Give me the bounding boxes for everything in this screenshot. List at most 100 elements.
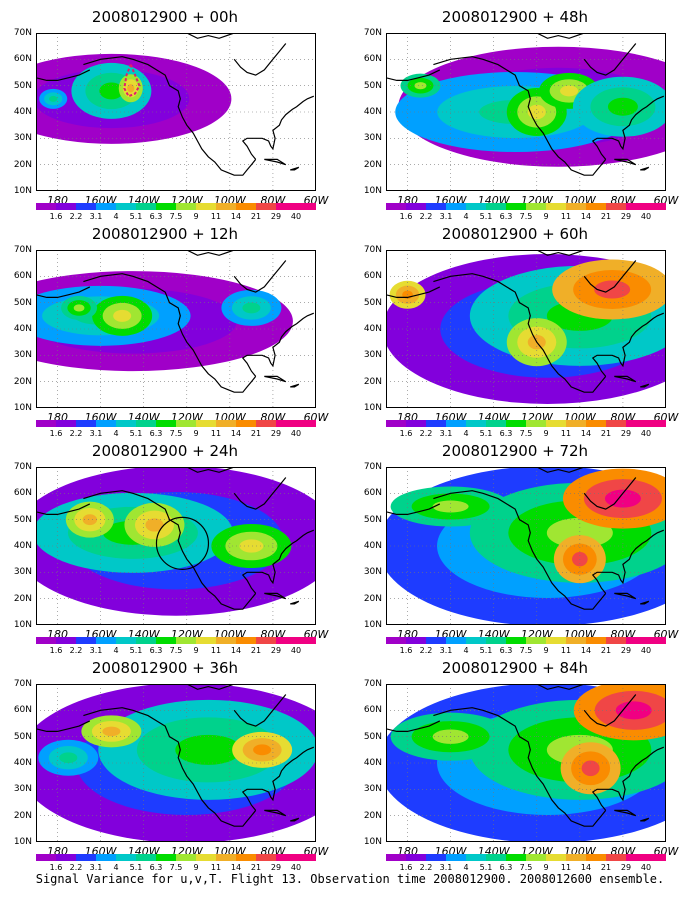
coastline	[536, 467, 585, 473]
variance-contour	[127, 84, 135, 93]
colorbar-label: 11	[210, 863, 222, 872]
lat-label: 20N	[13, 810, 32, 821]
colorbar-label: 7.5	[519, 646, 533, 655]
variance-contour	[102, 726, 121, 737]
lat-label: 40N	[363, 758, 382, 768]
colorbar-label: 4	[113, 212, 119, 221]
lat-label: 30N	[13, 784, 32, 795]
colorbar-label: 14	[580, 646, 592, 655]
colorbar-label: 21	[600, 863, 612, 872]
colorbar-label: 7.5	[169, 646, 183, 655]
colorbar	[386, 420, 666, 427]
coastline	[536, 684, 585, 690]
lat-label: 20N	[363, 593, 382, 604]
coastline	[264, 158, 287, 166]
colorbar-swatch	[526, 854, 546, 861]
coastline	[583, 43, 637, 76]
lat-label: 70N	[363, 245, 382, 255]
lat-label: 20N	[363, 810, 382, 821]
variance-contour	[604, 489, 641, 508]
colorbar-swatch	[526, 203, 546, 210]
lat-label: 20N	[363, 159, 382, 170]
lat-label: 20N	[13, 593, 32, 604]
colorbar-label: 1.6	[399, 646, 413, 655]
colorbar-swatch	[116, 420, 136, 427]
colorbar-label: 1.6	[49, 863, 63, 872]
colorbar-swatch	[646, 637, 666, 644]
colorbar-swatch	[56, 637, 76, 644]
colorbar-swatch	[276, 854, 296, 861]
colorbar-label: 5.1	[129, 646, 143, 655]
colorbar-label: 1.6	[399, 212, 413, 221]
colorbar	[36, 637, 316, 644]
colorbar-swatch	[236, 203, 256, 210]
colorbar-swatch	[296, 203, 316, 210]
colorbar-label: 21	[600, 429, 612, 438]
lat-label: 70N	[363, 462, 382, 472]
lat-label: 60N	[13, 705, 32, 716]
coastline	[433, 490, 607, 610]
lat-label: 10N	[13, 620, 32, 630]
colorbar-label: 11	[560, 863, 572, 872]
coastline	[36, 69, 91, 82]
coastline	[591, 529, 665, 594]
lat-label: 30N	[363, 567, 382, 578]
colorbar-swatch	[386, 854, 406, 861]
colorbar-swatch	[506, 854, 526, 861]
coastline	[264, 592, 287, 600]
colorbar-label: 21	[600, 646, 612, 655]
colorbar-label: 7.5	[169, 212, 183, 221]
colorbar-swatch	[426, 203, 446, 210]
colorbar-swatch	[276, 637, 296, 644]
colorbar-swatch	[486, 854, 506, 861]
map-panel: 2008012900 + 12h 70N 60N 50N 40N 30N 20N 10N 180…	[0, 222, 330, 438]
colorbar-label: 14	[230, 429, 242, 438]
panel-title: 2008012900 + 00h	[91, 8, 239, 26]
colorbar-label: 1.6	[399, 429, 413, 438]
lat-label: 40N	[13, 541, 32, 551]
colorbar-label: 21	[250, 212, 262, 221]
coastline	[83, 707, 257, 827]
map-svg	[386, 250, 666, 408]
lat-label: 50N	[363, 731, 382, 742]
colorbar-swatch	[386, 420, 406, 427]
colorbar-label: 5.1	[479, 429, 493, 438]
colorbar-label: 7.5	[169, 429, 183, 438]
coastline	[290, 817, 300, 822]
colorbar-swatch	[156, 203, 176, 210]
colorbar-label: 1.6	[49, 429, 63, 438]
lat-label: 70N	[13, 28, 32, 38]
lat-label: 50N	[13, 731, 32, 742]
variance-contour	[594, 280, 631, 299]
colorbar-label: 40	[640, 863, 652, 872]
colorbar-label: 21	[250, 863, 262, 872]
lat-label: 10N	[13, 186, 32, 196]
colorbar-swatch	[276, 420, 296, 427]
lat-label: 70N	[13, 679, 32, 689]
lat-label: 60N	[13, 54, 32, 65]
coastline	[233, 477, 287, 510]
colorbar-swatch	[546, 420, 566, 427]
colorbar-swatch	[466, 203, 486, 210]
coastline	[583, 694, 637, 727]
variance-contour	[73, 304, 85, 312]
lat-label: 70N	[13, 245, 32, 255]
lat-label: 60N	[13, 488, 32, 499]
lat-label: 10N	[363, 186, 382, 196]
variance-contour	[560, 85, 579, 97]
coastline	[186, 467, 235, 473]
coastline	[83, 56, 257, 176]
coastline	[536, 33, 585, 39]
map-svg	[36, 250, 316, 408]
coastline	[583, 477, 637, 510]
colorbar-label: 14	[580, 863, 592, 872]
colorbar-swatch	[446, 420, 466, 427]
colorbar-label: 6.3	[499, 212, 513, 221]
coastline	[186, 250, 235, 256]
colorbar-label: 9	[193, 863, 199, 872]
colorbar-label: 11	[560, 429, 572, 438]
colorbar-label: 6.3	[149, 212, 163, 221]
coastline	[36, 503, 91, 516]
variance-map	[386, 250, 666, 408]
colorbar-swatch	[36, 854, 56, 861]
